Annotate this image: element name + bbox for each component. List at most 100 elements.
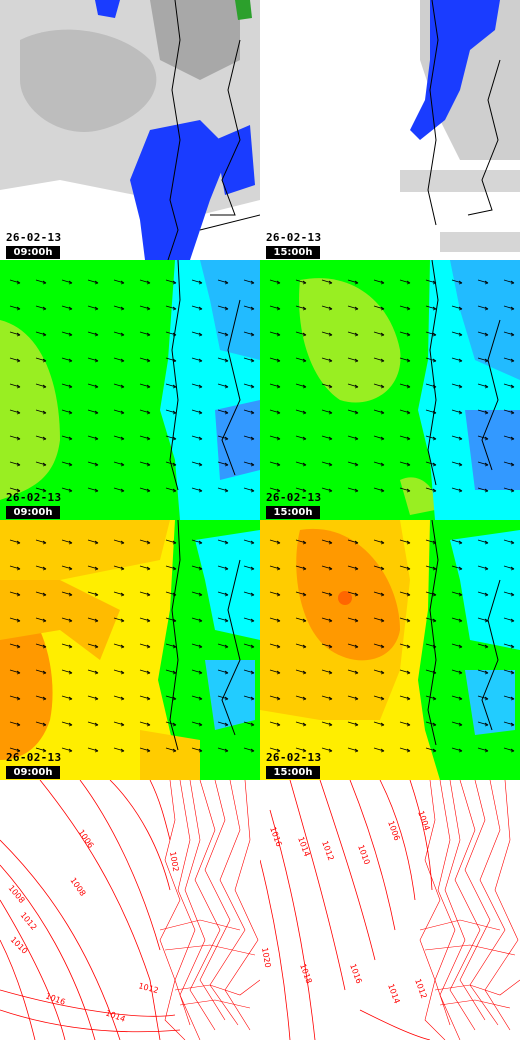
wind-arrow <box>35 617 47 623</box>
wind-arrow <box>451 461 463 467</box>
wind-arrow <box>35 747 47 753</box>
wind-arrow <box>295 721 307 727</box>
wind-layer <box>0 260 260 520</box>
wind-arrow <box>35 669 47 675</box>
wind-arrow <box>61 721 73 727</box>
wind-arrow <box>217 383 229 389</box>
wind-arrow <box>9 409 21 415</box>
wind-arrow <box>425 747 437 753</box>
wind-arrow <box>269 591 281 597</box>
wind-arrow <box>321 565 333 571</box>
wind-arrow <box>425 331 437 337</box>
wind-arrow <box>87 669 99 675</box>
wind-arrow <box>295 383 307 389</box>
wind-arrow <box>503 305 515 311</box>
wind-arrow <box>113 409 125 415</box>
wind-arrow <box>477 721 489 727</box>
wind-arrow <box>321 409 333 415</box>
wind-arrow <box>61 409 73 415</box>
wind-arrow <box>347 617 359 623</box>
wind-arrow <box>477 435 489 441</box>
wind-arrow <box>321 487 333 493</box>
wind-arrow <box>139 747 151 753</box>
wind-arrow <box>503 331 515 337</box>
wind-arrow <box>113 435 125 441</box>
wind-arrow <box>503 461 515 467</box>
wind-arrow <box>503 591 515 597</box>
wind-arrow <box>399 487 411 493</box>
wind-arrow <box>269 669 281 675</box>
wind-arrow <box>269 565 281 571</box>
wind-map-1500: 26-02-13 15:00h <box>260 260 520 520</box>
wind-arrow <box>373 565 385 571</box>
wind-arrow <box>451 383 463 389</box>
wind-arrow <box>139 617 151 623</box>
wind-arrow <box>87 409 99 415</box>
wind-arrow <box>503 435 515 441</box>
wind-arrow <box>295 747 307 753</box>
wind-arrow <box>113 591 125 597</box>
wind-arrow <box>87 461 99 467</box>
wind-arrow <box>9 747 21 753</box>
wind-arrow <box>477 409 489 415</box>
wind-arrow <box>87 435 99 441</box>
wind-arrow <box>269 643 281 649</box>
wind-arrow <box>451 487 463 493</box>
wind-arrow <box>295 305 307 311</box>
wind-arrow <box>451 539 463 545</box>
wind-arrow <box>139 565 151 571</box>
wind-arrow <box>399 461 411 467</box>
isobar-layer: 1006 1008 1008 1010 1012 1012 1014 1016 … <box>0 780 260 1040</box>
wind-arrow <box>321 279 333 285</box>
wind-arrow <box>217 409 229 415</box>
wind-arrow <box>243 461 255 467</box>
wind-arrow <box>425 695 437 701</box>
wind-arrow <box>399 721 411 727</box>
wind-arrow <box>503 565 515 571</box>
wind-arrow <box>503 539 515 545</box>
wind-arrow <box>373 695 385 701</box>
wind-arrow <box>347 279 359 285</box>
wind-arrow <box>243 331 255 337</box>
wind-arrow <box>347 461 359 467</box>
wind-arrow <box>269 695 281 701</box>
wind-arrow <box>347 539 359 545</box>
wind-arrow <box>35 565 47 571</box>
wind-arrow <box>451 591 463 597</box>
wind-arrow <box>243 539 255 545</box>
wind-arrow <box>451 721 463 727</box>
wind-arrow <box>399 565 411 571</box>
wind-arrow <box>373 461 385 467</box>
wind-arrow <box>451 409 463 415</box>
wind-arrow <box>113 461 125 467</box>
wind-arrow <box>61 331 73 337</box>
wind-arrow <box>9 591 21 597</box>
wind-arrow <box>295 331 307 337</box>
panel-date: 26-02-13 <box>6 491 62 504</box>
wind-arrow <box>243 721 255 727</box>
wind-arrow <box>165 539 177 545</box>
wind-arrows <box>269 279 515 493</box>
wind-arrow <box>35 461 47 467</box>
wind-arrow <box>295 435 307 441</box>
wind-arrow <box>165 435 177 441</box>
wind-arrow <box>113 721 125 727</box>
wind-arrow <box>61 383 73 389</box>
temperature-map-1500: 26-02-13 15:00h <box>260 520 520 780</box>
wind-arrow <box>87 279 99 285</box>
wind-arrow <box>113 643 125 649</box>
wind-arrow <box>87 721 99 727</box>
wind-arrow <box>295 279 307 285</box>
wind-arrow <box>139 383 151 389</box>
wind-arrow <box>217 539 229 545</box>
wind-arrow <box>295 461 307 467</box>
wind-arrow <box>425 721 437 727</box>
wind-arrow <box>347 409 359 415</box>
wind-arrow <box>191 565 203 571</box>
wind-arrow <box>191 435 203 441</box>
wind-arrow <box>165 461 177 467</box>
wind-arrow <box>139 669 151 675</box>
wind-arrow <box>191 461 203 467</box>
wind-arrow <box>191 357 203 363</box>
wind-arrow <box>269 305 281 311</box>
